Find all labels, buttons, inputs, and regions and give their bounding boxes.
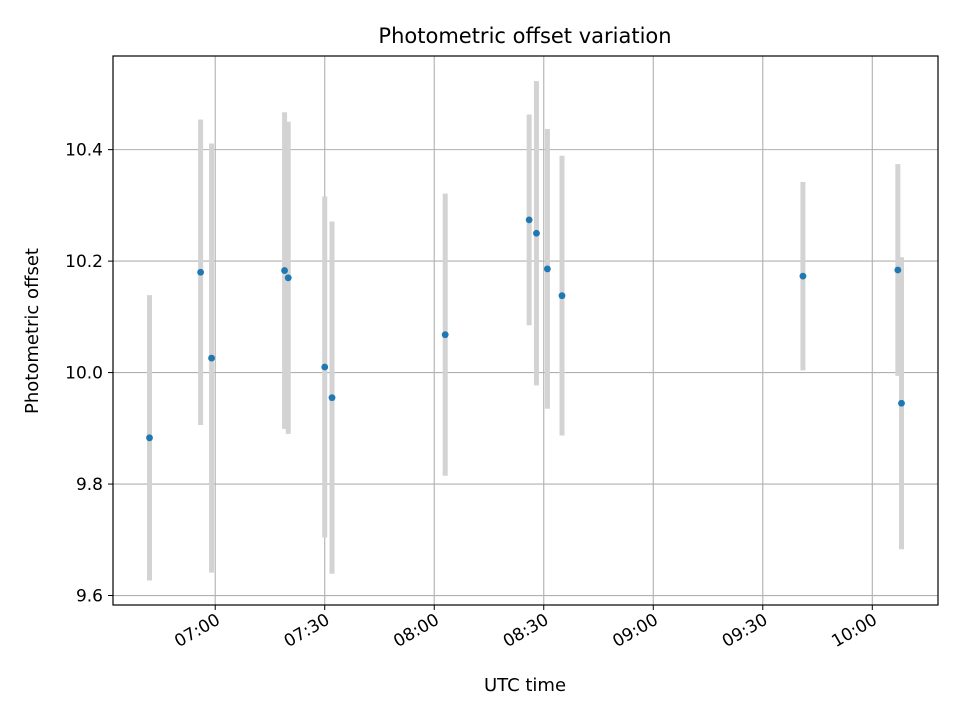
y-tick-label: 10.2: [65, 252, 103, 272]
data-point: [544, 265, 551, 273]
data-point: [898, 399, 905, 407]
data-point: [533, 229, 540, 237]
x-tick-label: 08:30: [500, 610, 552, 652]
chart-title: Photometric offset variation: [378, 24, 671, 48]
axis-ticks: 9.6 9.8 10.0 10.2 10.4 07:00 07:30 08:00 08:30 09…: [65, 141, 881, 652]
data-point: [146, 434, 153, 442]
data-point: [894, 266, 902, 274]
error-bars: [147, 81, 904, 581]
y-tick-label: 10.4: [65, 141, 103, 161]
x-tick-label: 10:00: [828, 610, 880, 652]
data-point: [328, 394, 336, 402]
x-tick-label: 07:00: [171, 610, 223, 652]
data-point: [525, 216, 533, 224]
data-points: [146, 216, 905, 442]
x-tick-label: 08:00: [390, 610, 442, 652]
data-point: [799, 272, 807, 280]
data-point: [281, 267, 288, 274]
x-tick-label: 09:30: [719, 610, 771, 652]
data-point: [321, 363, 329, 371]
x-tick-label: 09:00: [609, 610, 661, 652]
data-point: [558, 292, 566, 300]
grid: [113, 56, 938, 605]
y-tick-label: 10.0: [65, 364, 103, 384]
y-tick-label: 9.6: [76, 587, 103, 607]
data-point: [441, 331, 449, 339]
plot-frame: [112, 55, 939, 606]
data-point: [284, 274, 292, 282]
x-axis-label: UTC time: [484, 675, 566, 696]
data-point: [208, 354, 215, 362]
y-tick-label: 9.8: [76, 475, 103, 495]
y-axis-label: Photometric offset: [22, 248, 43, 414]
data-point: [197, 268, 205, 276]
x-tick-label: 07:30: [281, 610, 333, 652]
